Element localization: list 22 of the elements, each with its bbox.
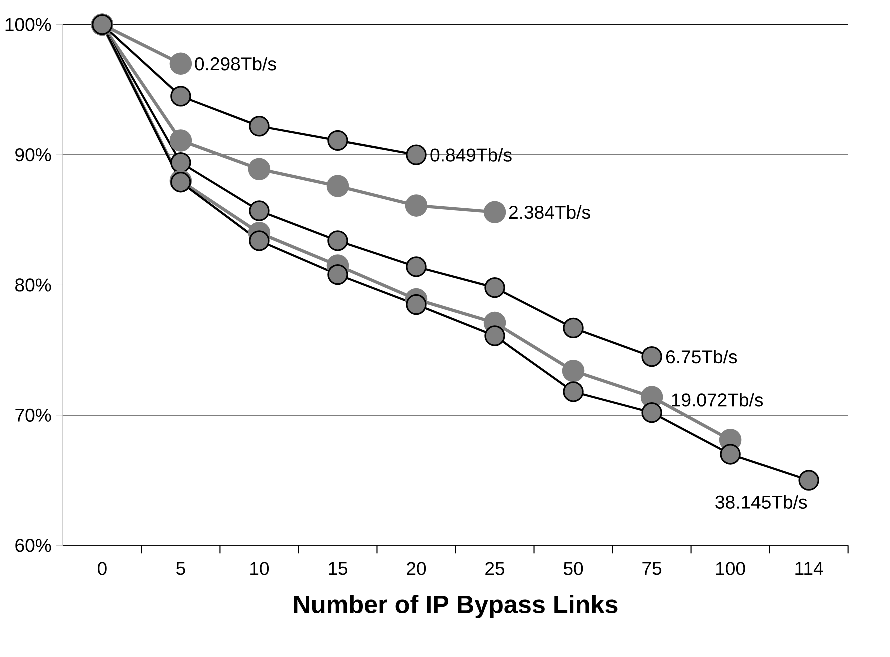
y-tick-label: 100% bbox=[6, 18, 52, 32]
series-label: 38.145Tb/s bbox=[716, 495, 808, 510]
x-tick-label: 50 bbox=[564, 562, 584, 576]
x-tick-label: 5 bbox=[176, 562, 186, 576]
series-label: 6.75Tb/s bbox=[666, 350, 738, 364]
x-tick-label: 100 bbox=[716, 562, 746, 576]
x-tick-label: 114 bbox=[796, 562, 824, 576]
x-tick-label: 75 bbox=[642, 562, 662, 576]
series-label: 0.849Tb/s bbox=[430, 148, 512, 162]
x-tick-label: 0 bbox=[98, 562, 107, 576]
series-label: 0.298Tb/s bbox=[195, 57, 276, 71]
y-tick-label: 70% bbox=[16, 408, 52, 422]
series-label: 19.072Tb/s bbox=[672, 393, 764, 407]
x-axis-title: Number of IP Bypass Links bbox=[294, 595, 618, 619]
x-tick-label: 10 bbox=[250, 562, 270, 576]
y-tick-label: 60% bbox=[16, 539, 52, 552]
x-tick-label: 25 bbox=[486, 562, 505, 576]
x-tick-label: 15 bbox=[329, 562, 348, 576]
y-tick-label: 90% bbox=[16, 148, 52, 162]
series-label: 2.384Tb/s bbox=[509, 206, 590, 220]
x-tick-label: 20 bbox=[407, 562, 426, 576]
y-tick-label: 80% bbox=[16, 278, 52, 292]
